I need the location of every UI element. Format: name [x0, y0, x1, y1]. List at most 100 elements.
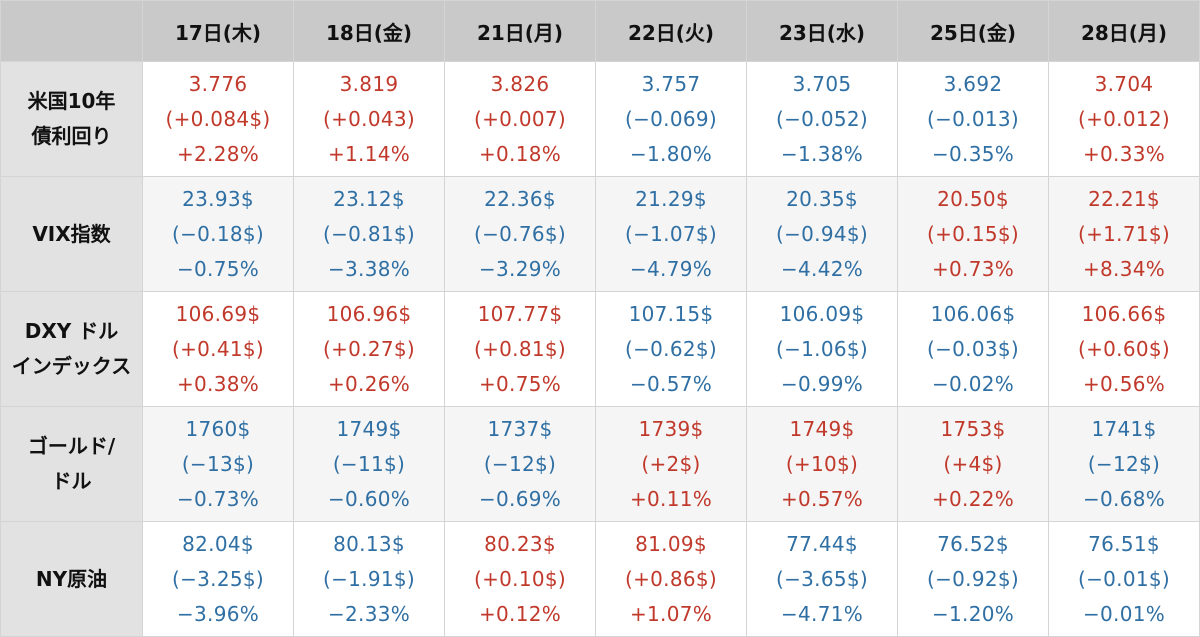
percent-change: −0.60%: [327, 486, 411, 511]
price-value: 81.09$: [635, 531, 707, 556]
price-value: 106.96$: [326, 301, 412, 326]
percent-change: +0.56%: [1082, 371, 1166, 396]
data-cell: 106.69$ (+0.41$) +0.38%: [142, 291, 294, 407]
row-label: ゴールド/ドル: [0, 406, 143, 522]
percent-change: +0.38%: [176, 371, 260, 396]
data-cell: 3.704 (+0.012) +0.33%: [1048, 61, 1200, 177]
change-value: (+1.71$): [1077, 221, 1171, 246]
price-value: 106.69$: [175, 301, 261, 326]
data-cell: 1749$ (+10$) +0.57%: [746, 406, 898, 522]
table-row: ゴールド/ドル 1760$ (−13$) −0.73% 1749$ (−11$) −0.60…: [0, 406, 1200, 522]
change-value: (−0.81$): [322, 221, 416, 246]
change-value: (+4$): [943, 451, 1003, 476]
price-value: 76.51$: [1088, 531, 1160, 556]
data-cell: 22.36$ (−0.76$) −3.29%: [444, 176, 596, 292]
change-value: (−0.052): [775, 106, 869, 131]
change-value: (−0.62$): [624, 336, 718, 361]
data-cell: 76.51$ (−0.01$) −0.01%: [1048, 521, 1200, 637]
price-value: 1737$: [487, 416, 553, 441]
price-value: 1741$: [1091, 416, 1157, 441]
row-label: NY原油: [0, 521, 143, 637]
change-value: (+0.81$): [473, 336, 567, 361]
price-value: 3.776: [188, 71, 248, 96]
percent-change: −4.42%: [780, 256, 864, 281]
change-value: (+0.043): [322, 106, 416, 131]
data-cell: 77.44$ (−3.65$) −4.71%: [746, 521, 898, 637]
percent-change: −0.69%: [478, 486, 562, 511]
change-value: (−11$): [332, 451, 406, 476]
percent-change: +0.11%: [629, 486, 713, 511]
price-value: 106.06$: [930, 301, 1016, 326]
corner-cell: [0, 0, 143, 62]
data-cell: 107.77$ (+0.81$) +0.75%: [444, 291, 596, 407]
price-value: 82.04$: [182, 531, 254, 556]
price-value: 3.757: [641, 71, 701, 96]
data-cell: 23.12$ (−0.81$) −3.38%: [293, 176, 445, 292]
percent-change: −2.33%: [327, 601, 411, 626]
change-value: (+0.012): [1077, 106, 1171, 131]
table-body: 米国10年 債利回り 3.776 (+0.084$) +2.28% 3.819 (+0.04…: [0, 61, 1200, 637]
change-value: (−1.91$): [322, 566, 416, 591]
data-cell: 80.23$ (+0.10$) +0.12%: [444, 521, 596, 637]
row-label-line: インデックス: [11, 354, 132, 378]
data-cell: 76.52$ (−0.92$) −1.20%: [897, 521, 1049, 637]
data-cell: 3.757 (−0.069) −1.80%: [595, 61, 747, 177]
price-value: 21.29$: [635, 186, 707, 211]
data-cell: 106.09$ (−1.06$) −0.99%: [746, 291, 898, 407]
row-label: VIX指数: [0, 176, 143, 292]
price-value: 1749$: [789, 416, 855, 441]
change-value: (−3.25$): [171, 566, 265, 591]
percent-change: +2.28%: [176, 141, 260, 166]
data-cell: 3.692 (−0.013) −0.35%: [897, 61, 1049, 177]
percent-change: −0.01%: [1082, 601, 1166, 626]
data-cell: 107.15$ (−0.62$) −0.57%: [595, 291, 747, 407]
row-label-line: NY原油: [35, 566, 108, 591]
percent-change: −1.20%: [931, 601, 1015, 626]
data-cell: 3.826 (+0.007) +0.18%: [444, 61, 596, 177]
change-value: (+0.084$): [165, 106, 271, 131]
price-value: 80.13$: [333, 531, 405, 556]
change-value: (+0.007): [473, 106, 567, 131]
change-value: (−0.03$): [926, 336, 1020, 361]
change-value: (−0.92$): [926, 566, 1020, 591]
data-cell: 23.93$ (−0.18$) −0.75%: [142, 176, 294, 292]
table-row: VIX指数 23.93$ (−0.18$) −0.75% 23.12$ (−0.81$) −…: [0, 176, 1200, 292]
percent-change: −1.38%: [780, 141, 864, 166]
change-value: (−0.01$): [1077, 566, 1171, 591]
price-value: 23.93$: [182, 186, 254, 211]
data-cell: 1739$ (+2$) +0.11%: [595, 406, 747, 522]
change-value: (+0.86$): [624, 566, 718, 591]
change-value: (+0.10$): [473, 566, 567, 591]
percent-change: −4.71%: [780, 601, 864, 626]
percent-change: −3.96%: [176, 601, 260, 626]
price-value: 3.705: [792, 71, 852, 96]
percent-change: +1.14%: [327, 141, 411, 166]
change-value: (−1.06$): [775, 336, 869, 361]
row-label-line: ゴールド/: [27, 434, 116, 458]
percent-change: −0.75%: [176, 256, 260, 281]
percent-change: +0.18%: [478, 141, 562, 166]
data-cell: 21.29$ (−1.07$) −4.79%: [595, 176, 747, 292]
row-label-line: DXY ドル: [24, 319, 119, 343]
price-value: 22.21$: [1088, 186, 1160, 211]
change-value: (−12$): [1087, 451, 1161, 476]
column-header: 25日(金): [897, 0, 1049, 62]
data-cell: 3.819 (+0.043) +1.14%: [293, 61, 445, 177]
change-value: (−0.069): [624, 106, 718, 131]
percent-change: −3.38%: [327, 256, 411, 281]
percent-change: +0.33%: [1082, 141, 1166, 166]
table-row: 米国10年 債利回り 3.776 (+0.084$) +2.28% 3.819 (+0.04…: [0, 61, 1200, 177]
change-value: (−3.65$): [775, 566, 869, 591]
percent-change: −4.79%: [629, 256, 713, 281]
percent-change: −0.73%: [176, 486, 260, 511]
data-cell: 106.06$ (−0.03$) −0.02%: [897, 291, 1049, 407]
data-cell: 3.705 (−0.052) −1.38%: [746, 61, 898, 177]
price-value: 107.77$: [477, 301, 563, 326]
price-value: 3.819: [339, 71, 399, 96]
percent-change: −0.35%: [931, 141, 1015, 166]
percent-change: −1.80%: [629, 141, 713, 166]
change-value: (+0.15$): [926, 221, 1020, 246]
header-row: 17日(木) 18日(金) 21日(月) 22日(火) 23日(水) 25日(金…: [0, 0, 1200, 62]
percent-change: +1.07%: [629, 601, 713, 626]
